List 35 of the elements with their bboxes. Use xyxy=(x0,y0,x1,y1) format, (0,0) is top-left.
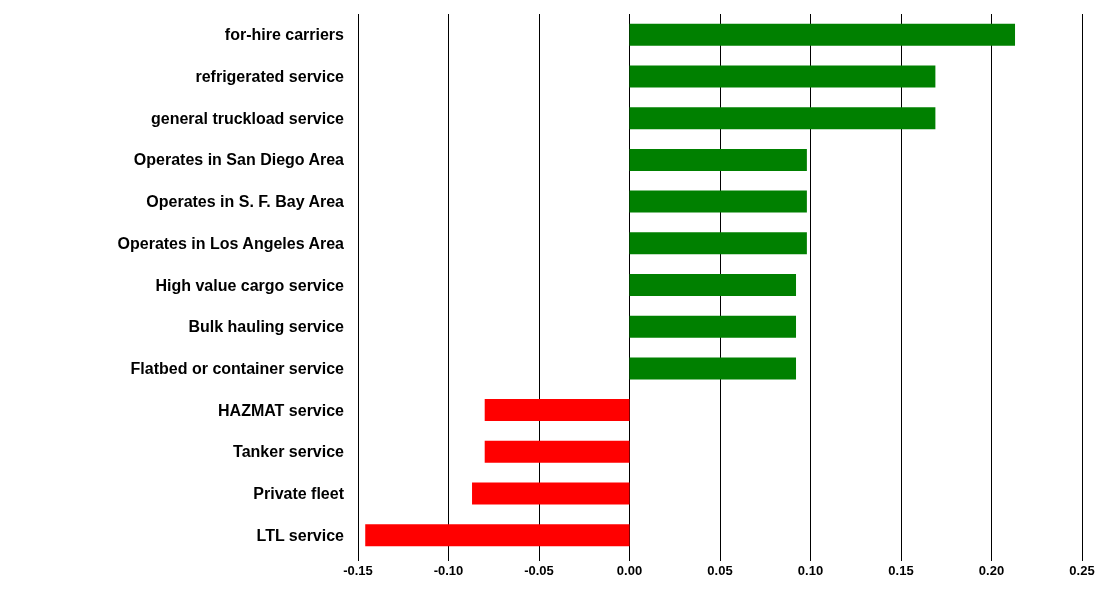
y-tick-label: HAZMAT service xyxy=(218,401,345,419)
bar xyxy=(484,440,630,463)
y-tick-label: Bulk hauling service xyxy=(188,318,345,336)
bar xyxy=(629,315,797,338)
x-tick-label: -0.05 xyxy=(524,563,554,578)
y-tick-label: High value cargo service xyxy=(155,276,345,294)
bar xyxy=(365,524,630,547)
y-tick-label: LTL service xyxy=(256,526,345,544)
bar xyxy=(629,232,807,255)
bar xyxy=(629,274,797,296)
y-tick-label: Private fleet xyxy=(253,484,345,502)
y-tick-label: general truckload service xyxy=(151,109,345,127)
bar xyxy=(629,190,807,213)
y-tick-label: Flatbed or container service xyxy=(130,359,345,377)
bar xyxy=(484,399,630,422)
bar xyxy=(629,65,936,88)
y-tick-label: for-hire carriers xyxy=(224,26,345,44)
bar xyxy=(629,23,1016,46)
bar xyxy=(629,107,936,130)
y-tick-label: Operates in San Diego Area xyxy=(133,151,345,169)
x-tick-label: 0.00 xyxy=(616,563,643,578)
bar xyxy=(629,148,807,171)
y-tick-label: Tanker service xyxy=(233,443,345,461)
x-tick-label: 0.25 xyxy=(1069,563,1095,578)
y-tick-label: Operates in Los Angeles Area xyxy=(117,234,345,252)
y-tick-label: refrigerated service xyxy=(195,68,345,86)
x-tick-label: -0.10 xyxy=(433,563,464,578)
x-tick-label: 0.05 xyxy=(707,563,733,578)
bar xyxy=(629,357,797,380)
bar xyxy=(472,482,630,505)
x-tick-label: 0.15 xyxy=(888,563,914,578)
y-tick-label: Operates in S. F. Bay Area xyxy=(146,193,345,211)
x-tick-label: 0.20 xyxy=(978,563,1005,578)
x-tick-label: 0.10 xyxy=(797,563,824,578)
x-tick-label: -0.15 xyxy=(343,563,373,578)
